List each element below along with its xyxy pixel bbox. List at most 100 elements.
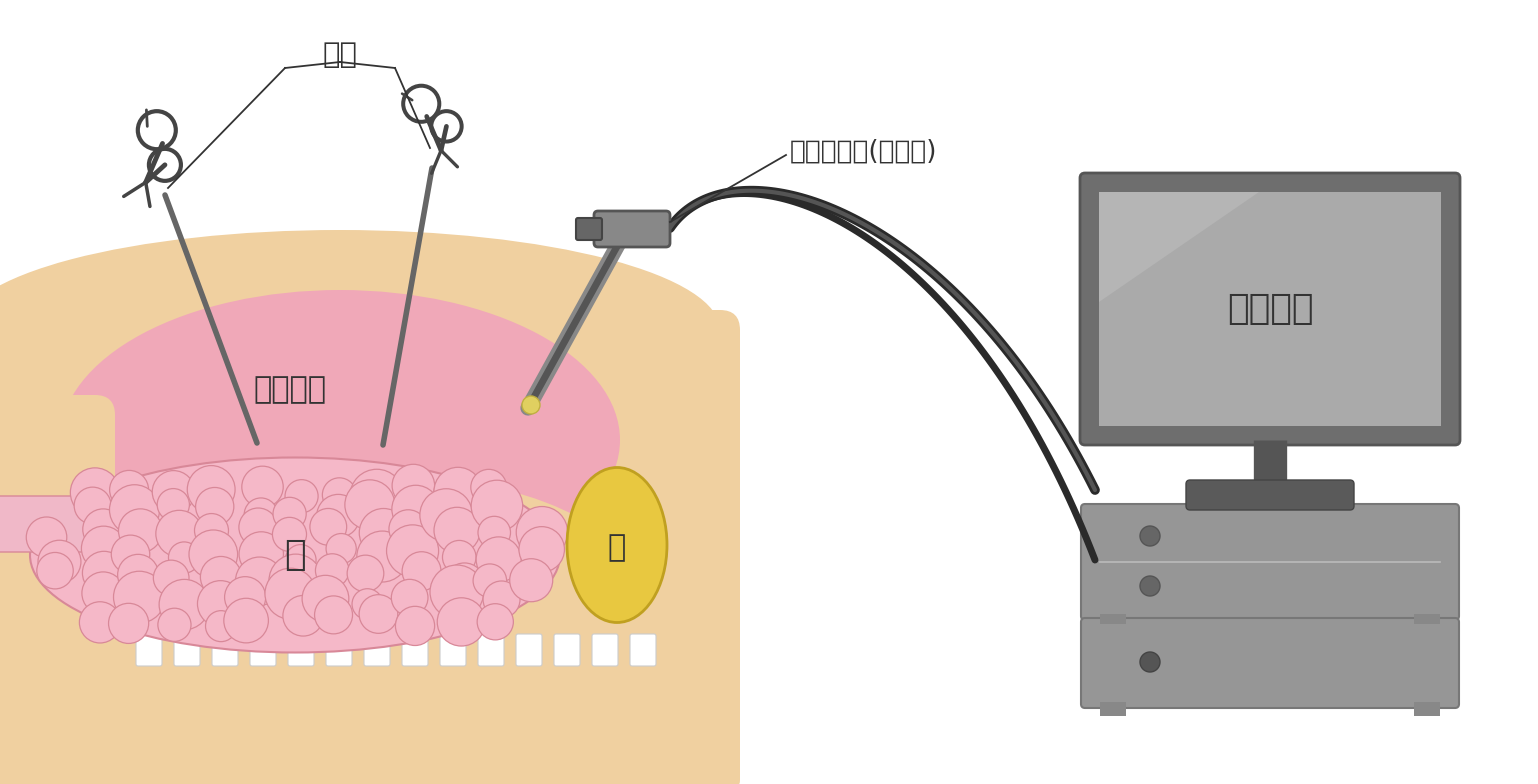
Circle shape bbox=[82, 526, 126, 571]
Circle shape bbox=[269, 554, 323, 608]
Circle shape bbox=[348, 555, 384, 592]
Ellipse shape bbox=[51, 470, 631, 690]
FancyBboxPatch shape bbox=[135, 634, 161, 666]
Text: 小型カメラ(腹腔鏡): 小型カメラ(腹腔鏡) bbox=[791, 139, 938, 165]
FancyBboxPatch shape bbox=[0, 385, 125, 575]
Circle shape bbox=[471, 470, 506, 505]
FancyBboxPatch shape bbox=[1186, 480, 1353, 510]
Circle shape bbox=[351, 470, 403, 523]
Bar bbox=[100, 330, 620, 660]
Circle shape bbox=[265, 568, 315, 619]
Circle shape bbox=[360, 509, 408, 557]
Circle shape bbox=[521, 396, 540, 414]
Circle shape bbox=[241, 466, 283, 507]
Ellipse shape bbox=[0, 560, 720, 760]
Circle shape bbox=[323, 477, 357, 512]
FancyBboxPatch shape bbox=[326, 634, 352, 666]
Text: 腔: 腔 bbox=[285, 538, 306, 572]
Text: 胃: 胃 bbox=[608, 533, 626, 562]
Circle shape bbox=[1140, 526, 1160, 546]
FancyBboxPatch shape bbox=[0, 395, 115, 565]
Circle shape bbox=[285, 545, 315, 575]
Circle shape bbox=[401, 552, 441, 590]
Circle shape bbox=[155, 510, 203, 557]
Circle shape bbox=[1140, 652, 1160, 672]
Circle shape bbox=[225, 577, 266, 618]
Circle shape bbox=[386, 524, 438, 577]
Circle shape bbox=[118, 509, 161, 553]
FancyBboxPatch shape bbox=[554, 634, 580, 666]
Bar bbox=[1100, 702, 1126, 716]
Circle shape bbox=[80, 602, 120, 643]
Circle shape bbox=[152, 470, 195, 514]
Circle shape bbox=[517, 506, 568, 558]
Circle shape bbox=[245, 498, 278, 532]
Circle shape bbox=[188, 466, 235, 514]
Circle shape bbox=[518, 527, 564, 572]
Circle shape bbox=[478, 517, 511, 549]
Circle shape bbox=[283, 596, 323, 636]
Ellipse shape bbox=[568, 467, 667, 622]
Circle shape bbox=[114, 572, 165, 623]
Circle shape bbox=[26, 517, 66, 557]
Circle shape bbox=[1140, 576, 1160, 596]
Ellipse shape bbox=[0, 230, 720, 430]
Circle shape bbox=[272, 517, 306, 551]
Circle shape bbox=[235, 557, 283, 605]
Circle shape bbox=[474, 564, 506, 597]
Circle shape bbox=[206, 611, 237, 641]
Bar bbox=[1413, 614, 1440, 624]
FancyBboxPatch shape bbox=[592, 634, 618, 666]
Circle shape bbox=[395, 606, 435, 645]
Circle shape bbox=[83, 509, 123, 550]
Circle shape bbox=[197, 581, 243, 627]
Text: 炭酸ガス: 炭酸ガス bbox=[254, 376, 326, 405]
Circle shape bbox=[389, 510, 428, 548]
FancyBboxPatch shape bbox=[1081, 618, 1460, 708]
Circle shape bbox=[38, 540, 82, 583]
Text: 鈕子: 鈕子 bbox=[323, 41, 357, 69]
Circle shape bbox=[431, 565, 484, 619]
Circle shape bbox=[358, 595, 398, 633]
Circle shape bbox=[477, 604, 514, 640]
Circle shape bbox=[157, 488, 189, 521]
Circle shape bbox=[315, 596, 352, 633]
Circle shape bbox=[443, 540, 475, 574]
Circle shape bbox=[117, 554, 158, 595]
Circle shape bbox=[83, 551, 126, 594]
Circle shape bbox=[200, 557, 241, 597]
FancyBboxPatch shape bbox=[577, 218, 601, 240]
Circle shape bbox=[509, 559, 552, 602]
Circle shape bbox=[420, 488, 472, 542]
Circle shape bbox=[317, 495, 360, 538]
FancyBboxPatch shape bbox=[0, 310, 151, 680]
FancyBboxPatch shape bbox=[251, 634, 275, 666]
FancyBboxPatch shape bbox=[0, 570, 740, 784]
Circle shape bbox=[483, 581, 520, 618]
Circle shape bbox=[225, 598, 269, 643]
Ellipse shape bbox=[60, 290, 620, 590]
FancyBboxPatch shape bbox=[365, 634, 391, 666]
Circle shape bbox=[477, 537, 521, 582]
Circle shape bbox=[109, 470, 149, 510]
Ellipse shape bbox=[31, 590, 651, 770]
Circle shape bbox=[189, 530, 237, 579]
FancyBboxPatch shape bbox=[401, 634, 428, 666]
Circle shape bbox=[194, 514, 229, 547]
Circle shape bbox=[434, 507, 480, 554]
Circle shape bbox=[111, 535, 149, 574]
Circle shape bbox=[444, 563, 484, 603]
Circle shape bbox=[311, 509, 346, 545]
FancyBboxPatch shape bbox=[631, 634, 657, 666]
Circle shape bbox=[392, 485, 440, 533]
Circle shape bbox=[82, 572, 125, 615]
Circle shape bbox=[37, 553, 74, 589]
Circle shape bbox=[238, 508, 277, 546]
Circle shape bbox=[238, 532, 283, 576]
Ellipse shape bbox=[31, 458, 560, 652]
FancyBboxPatch shape bbox=[212, 634, 238, 666]
Circle shape bbox=[326, 534, 357, 564]
Circle shape bbox=[352, 589, 383, 619]
Text: モニター: モニター bbox=[1227, 292, 1313, 326]
Circle shape bbox=[74, 487, 111, 524]
